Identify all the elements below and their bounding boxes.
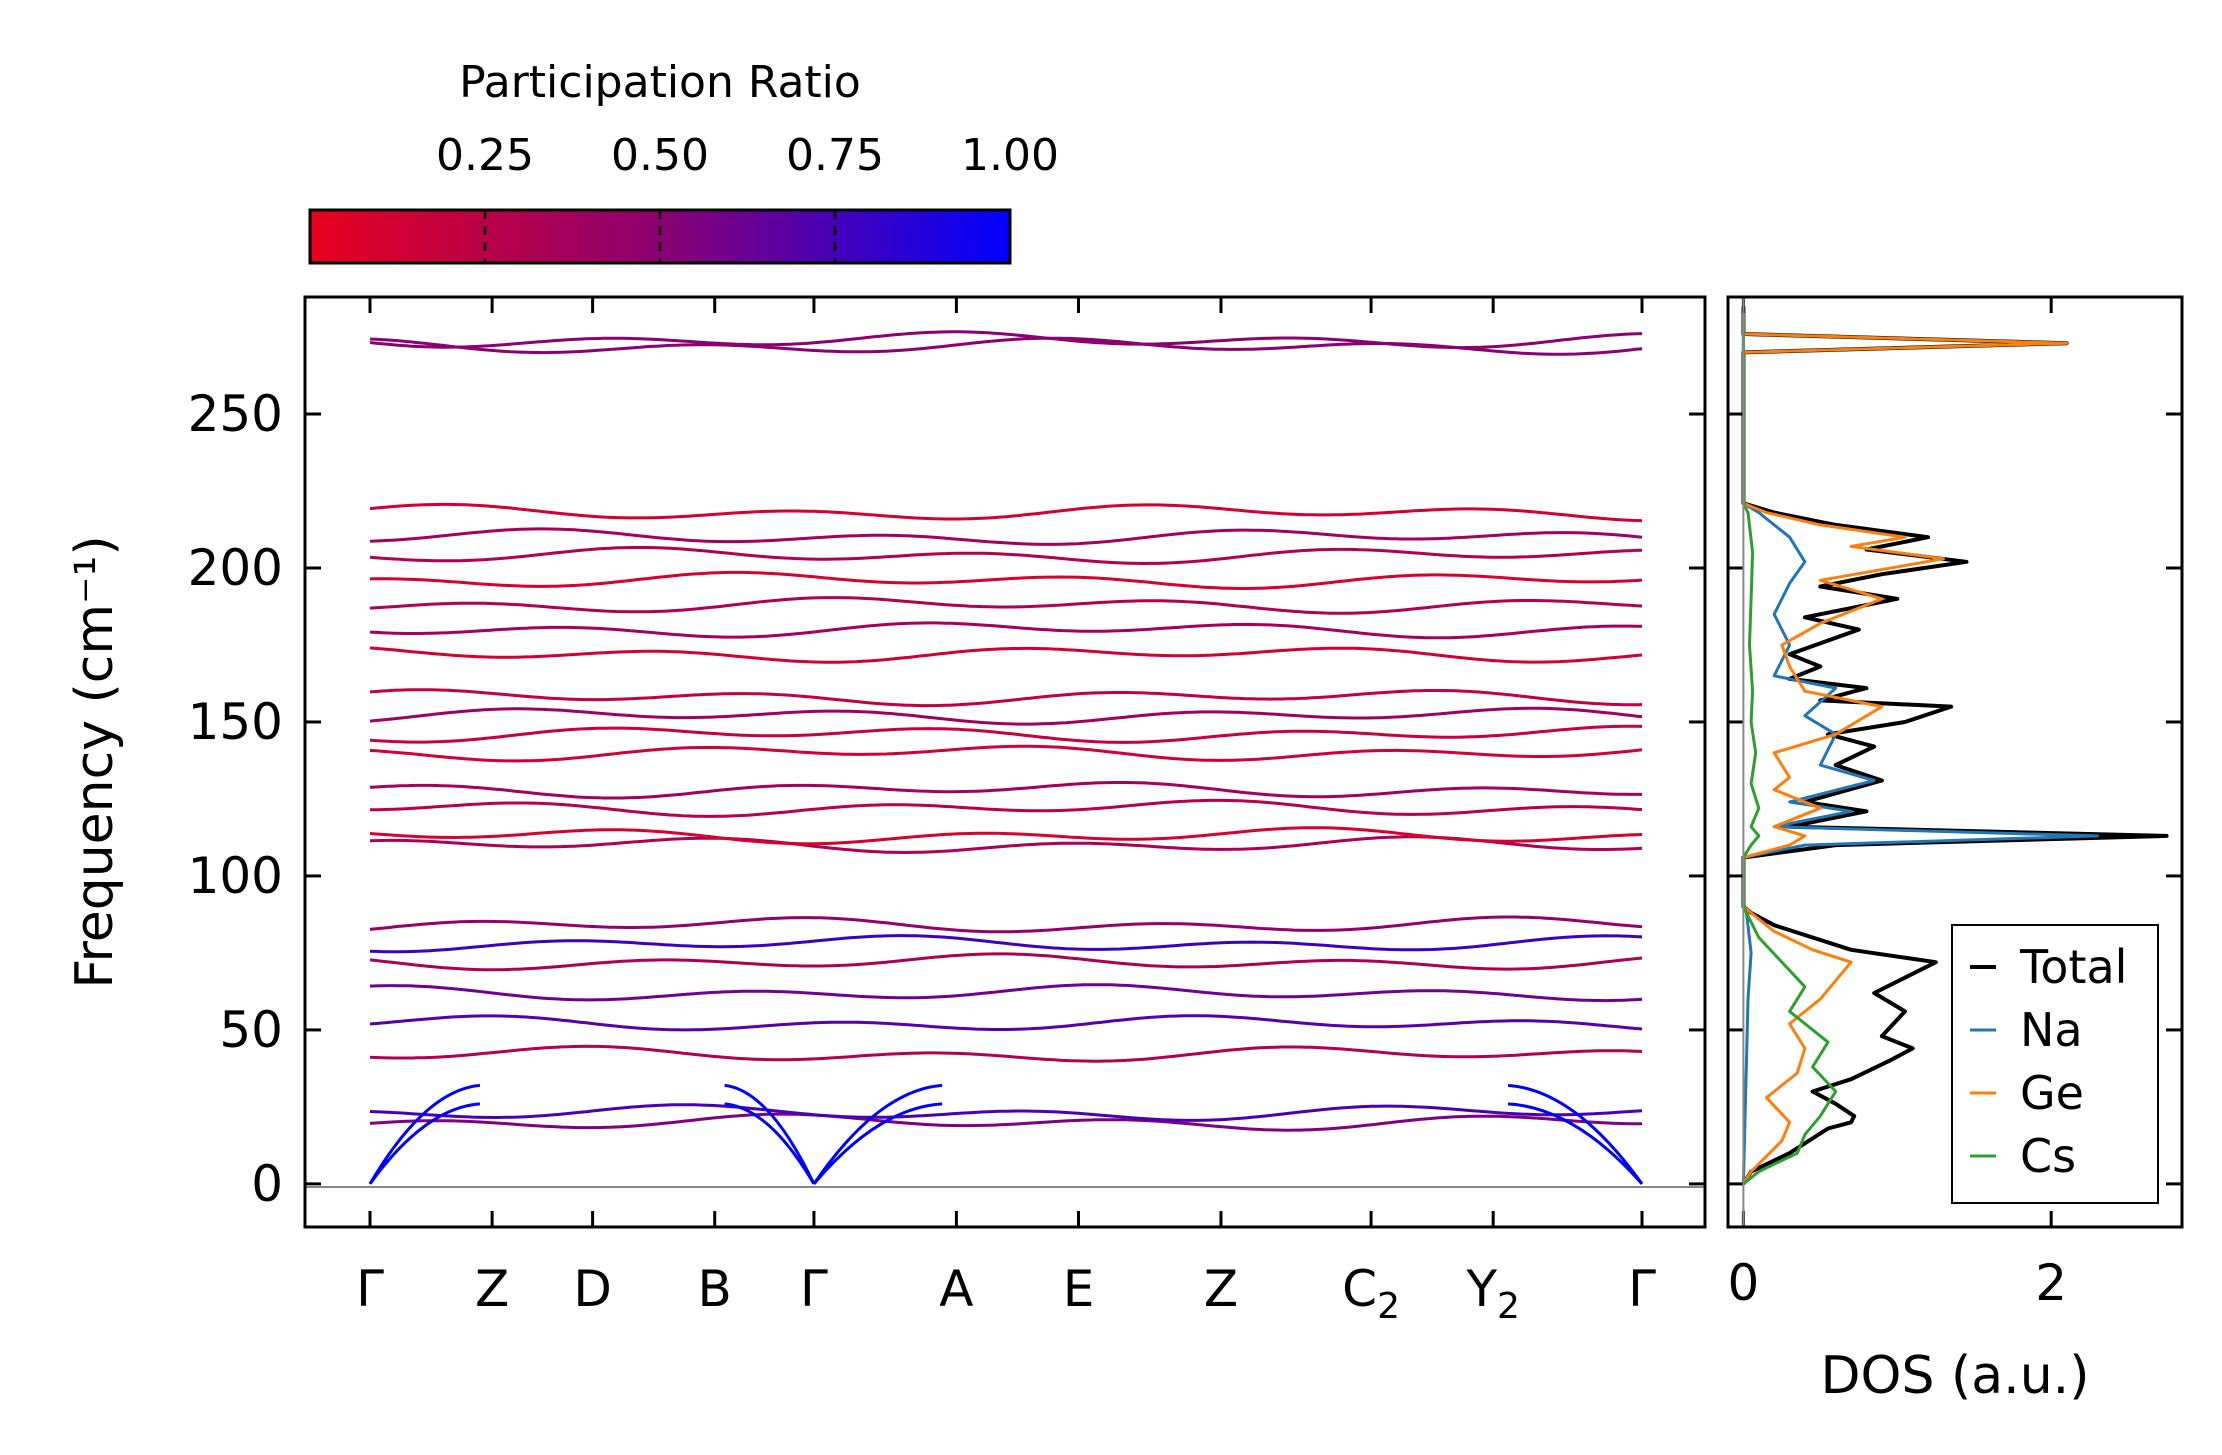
phonon-band <box>369 330 1643 350</box>
acoustic-branch <box>1507 1102 1644 1185</box>
phonon-band <box>369 527 1643 546</box>
phonon-band <box>369 706 1643 726</box>
phonon-band <box>369 688 1643 708</box>
legend-label: Total <box>2019 940 2127 994</box>
colorbar-label: Participation Ratio <box>459 57 861 108</box>
colorbar: Participation Ratio 0.25 0.50 0.75 1.00 <box>308 57 1059 265</box>
band-ytick-label: 200 <box>188 539 283 597</box>
colorbar-tick-label: 0.50 <box>611 130 709 181</box>
phonon-band <box>369 915 1643 934</box>
dos-series-na <box>1741 306 2099 1184</box>
band-xtick-label: C2 <box>1342 1260 1400 1327</box>
band-xtick-label: Γ <box>356 1260 384 1318</box>
band-xtick-label: A <box>939 1260 973 1318</box>
dos-xlabel: DOS (a.u.) <box>1821 1346 2090 1406</box>
phonon-band <box>369 744 1643 763</box>
legend-label: Na <box>2020 1003 2083 1057</box>
band-axes: 0 50 100 150 200 250 Γ Z D B Γ A E Z C2 Y2 Γ <box>188 297 1705 1327</box>
phonon-band <box>369 1103 1643 1122</box>
phonon-band <box>369 983 1643 1003</box>
acoustic-branch <box>724 1102 816 1185</box>
phonon-band <box>369 1112 1642 1132</box>
phonon-band <box>369 1044 1643 1063</box>
phonon-band <box>369 798 1643 818</box>
phonon-band <box>369 826 1643 846</box>
dos-legend: Total Na Ge Cs <box>1951 924 2159 1204</box>
phonon-band <box>369 646 1643 664</box>
band-lines <box>368 330 1644 1185</box>
phonon-band <box>369 1014 1643 1032</box>
dos-frame <box>1726 295 2184 1229</box>
band-ytick-label: 150 <box>188 693 283 751</box>
acoustic-branch <box>812 1083 943 1185</box>
band-xtick-label: B <box>698 1260 732 1318</box>
acoustic-branch <box>1507 1083 1644 1185</box>
band-ytick-label: 250 <box>188 385 283 443</box>
band-ytick-label: 100 <box>188 847 283 905</box>
dos-series-ge <box>1741 306 2069 1185</box>
dos-xtick-label: 2 <box>2035 1254 2067 1312</box>
phonon-band <box>369 952 1643 972</box>
colorbar-ticks: 0.25 0.50 0.75 1.00 <box>436 130 1059 263</box>
band-xtick-label: E <box>1063 1260 1095 1318</box>
band-xtick-label: Z <box>475 1260 509 1318</box>
band-ytick-label: 50 <box>219 1001 283 1059</box>
acoustic-branch <box>812 1102 943 1185</box>
band-xtick-label: Z <box>1204 1260 1238 1318</box>
phonon-band <box>369 546 1643 566</box>
band-ytick-label: 0 <box>251 1155 283 1213</box>
band-structure-panel: Frequency (cm⁻¹) 0 50 100 150 200 250 Γ Z D B Γ A E Z… <box>65 295 1707 1327</box>
phonon-band <box>369 570 1643 590</box>
band-xtick-label: Γ <box>1628 1260 1656 1318</box>
legend-label: Cs <box>2020 1129 2076 1183</box>
phonon-band <box>369 934 1643 954</box>
acoustic-branch <box>368 1083 481 1185</box>
band-xtick-label: Γ <box>800 1260 828 1318</box>
legend-label: Ge <box>2020 1066 2084 1120</box>
colorbar-tick-label: 1.00 <box>961 130 1059 181</box>
band-frame <box>303 295 1707 1229</box>
band-xtick-label: D <box>573 1260 612 1318</box>
phonon-band <box>369 724 1643 744</box>
dos-series-cs <box>1741 306 1838 1186</box>
acoustic-branch <box>724 1083 816 1185</box>
acoustic-branch <box>368 1102 481 1185</box>
colorbar-tick-label: 0.75 <box>786 130 884 181</box>
phonon-band <box>369 596 1643 615</box>
band-ylabel: Frequency (cm⁻¹) <box>65 535 125 988</box>
band-xtick-label: Y2 <box>1465 1260 1519 1327</box>
phonon-band <box>369 621 1643 640</box>
phonon-band <box>369 781 1642 800</box>
dos-xtick-label: 0 <box>1727 1254 1759 1312</box>
phonon-band <box>369 502 1643 523</box>
colorbar-tick-label: 0.25 <box>436 130 534 181</box>
